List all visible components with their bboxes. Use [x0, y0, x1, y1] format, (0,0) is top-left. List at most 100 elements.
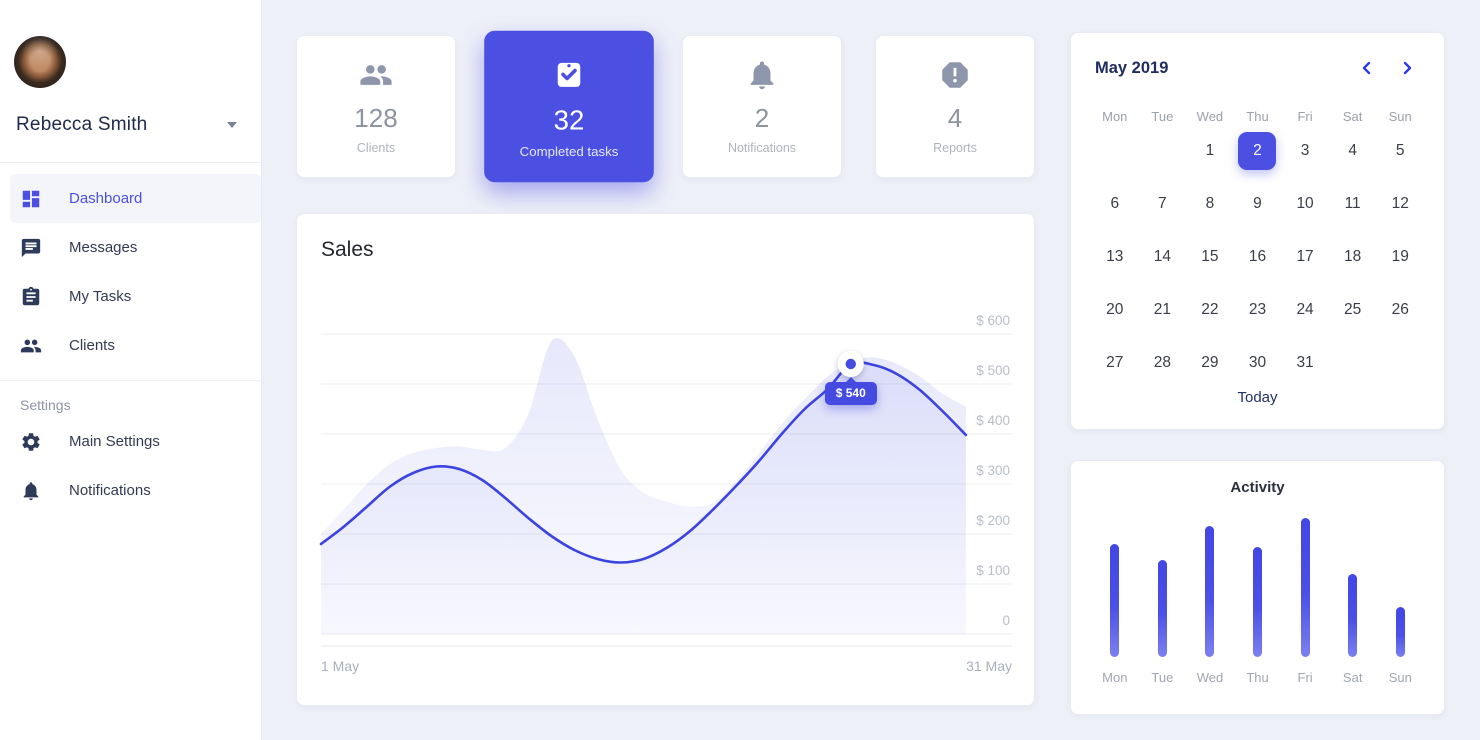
bell-icon [20, 480, 42, 502]
calendar-day[interactable]: 10 [1296, 194, 1314, 212]
calendar-next-button[interactable] [1394, 55, 1420, 81]
user-menu[interactable]: Rebecca Smith [0, 114, 261, 136]
stat-card-reports[interactable]: 4 Reports [875, 34, 1035, 178]
calendar-week-row: 13 14 15 16 17 18 19 [1091, 230, 1424, 283]
activity-bar [1300, 518, 1310, 657]
sidebar-settings-nav: Main Settings Notifications [0, 417, 261, 515]
activity-category-label: Wed [1196, 670, 1224, 685]
stat-label: Reports [933, 141, 977, 155]
calendar-week-row: 27 28 29 30 31 [1091, 336, 1424, 389]
calendar-day[interactable]: 1 [1205, 141, 1215, 159]
sidebar-item-dashboard[interactable]: Dashboard [10, 174, 261, 223]
activity-labels: Mon Tue Wed Thu Fri Sat Sun [1091, 670, 1424, 685]
line-series-fill [321, 362, 966, 634]
sidebar-item-messages[interactable]: Messages [0, 223, 261, 272]
calendar-day[interactable]: 14 [1153, 247, 1171, 265]
y-tick-label: $ 600 [976, 313, 1010, 328]
sidebar-item-label: My Tasks [69, 288, 132, 305]
calendar-nav [1354, 55, 1420, 81]
calendar-day[interactable]: 6 [1110, 194, 1120, 212]
activity-bar [1157, 560, 1167, 657]
calendar-day[interactable]: 4 [1348, 141, 1357, 159]
sidebar: Rebecca Smith Dashboard Messages [0, 0, 262, 740]
calendar-day[interactable]: 27 [1106, 353, 1124, 371]
activity-category-label: Mon [1102, 670, 1128, 685]
activity-bar [1395, 607, 1405, 657]
activity-bar [1348, 574, 1358, 657]
y-tick-label: 0 [1002, 613, 1010, 628]
sidebar-item-label: Notifications [69, 482, 151, 499]
stat-label: Completed tasks [519, 143, 619, 158]
bell-icon [745, 57, 779, 93]
calendar-day[interactable]: 30 [1248, 353, 1267, 371]
calendar-day[interactable]: 13 [1106, 247, 1124, 265]
calendar-prev-button[interactable] [1354, 55, 1380, 81]
calendar-day[interactable]: 21 [1153, 300, 1171, 318]
stat-value: 4 [947, 103, 963, 133]
stat-card-completed-tasks[interactable]: 32 Completed tasks [484, 30, 654, 182]
calendar-day-selected[interactable]: 2 [1234, 124, 1282, 177]
calendar-day[interactable]: 19 [1391, 247, 1409, 265]
sidebar-item-label: Dashboard [69, 190, 143, 207]
y-tick-label: $ 300 [976, 463, 1010, 478]
activity-bars [1091, 518, 1424, 657]
x-axis-labels: 1 May 31 May [321, 658, 1012, 674]
calendar-day[interactable]: 31 [1296, 353, 1314, 371]
stat-card-notifications[interactable]: 2 Notifications [682, 34, 842, 178]
calendar-day[interactable]: 17 [1296, 247, 1314, 265]
stats-row: 128 Clients 32 Completed tasks [296, 30, 1035, 182]
calendar-day[interactable]: 16 [1248, 247, 1267, 265]
calendar-day[interactable]: 9 [1253, 194, 1262, 212]
sales-card: Sales [296, 213, 1035, 706]
sidebar-item-notifications[interactable]: Notifications [0, 466, 261, 515]
sidebar-item-label: Messages [69, 239, 138, 256]
activity-category-label: Sun [1388, 670, 1412, 685]
avatar[interactable] [14, 36, 66, 88]
stat-card-clients[interactable]: 128 Clients [296, 34, 456, 178]
sidebar-item-main-settings[interactable]: Main Settings [0, 417, 261, 466]
x-end-label: 31 May [966, 658, 1012, 674]
calendar-day[interactable]: 18 [1344, 247, 1362, 265]
divider [0, 380, 261, 381]
calendar-day[interactable]: 15 [1201, 247, 1219, 265]
calendar-day[interactable]: 11 [1344, 194, 1361, 212]
calendar-day[interactable]: 25 [1344, 300, 1362, 318]
chevron-right-icon [1403, 61, 1412, 75]
y-axis-labels: $ 600 $ 500 $ 400 $ 300 $ 200 $ 100 0 [976, 313, 1010, 628]
people-icon [20, 335, 42, 357]
calendar-day-empty [1091, 124, 1139, 177]
calendar-day[interactable]: 23 [1248, 300, 1267, 318]
y-tick-label: $ 400 [976, 413, 1010, 428]
calendar-day[interactable]: 28 [1153, 353, 1171, 371]
calendar-day[interactable]: 8 [1205, 194, 1215, 212]
calendar-today-link[interactable]: Today [1237, 389, 1278, 406]
chevron-down-icon [227, 122, 237, 128]
calendar-day[interactable]: 5 [1395, 141, 1405, 159]
stat-label: Notifications [727, 141, 797, 155]
dashboard-icon [20, 188, 42, 210]
settings-section-header: Settings [20, 397, 71, 413]
calendar-day[interactable]: 3 [1300, 141, 1310, 159]
gear-icon [20, 431, 42, 453]
activity-bar [1110, 544, 1120, 657]
y-tick-label: $ 200 [976, 513, 1010, 528]
calendar-day[interactable]: 7 [1158, 194, 1167, 212]
weekday-label: Thu [1246, 109, 1269, 124]
activity-chart-title: Activity [1230, 479, 1285, 496]
calendar-day[interactable]: 26 [1391, 300, 1409, 318]
activity-bar [1205, 526, 1215, 657]
sidebar-item-clients[interactable]: Clients [0, 321, 261, 370]
calendar-day[interactable]: 24 [1296, 300, 1314, 318]
activity-card: Activity Mon Tue Wed Thu Fri Sat [1070, 460, 1445, 715]
sidebar-nav: Dashboard Messages My Tasks Clients [0, 174, 261, 370]
clipboard-check-icon [551, 54, 587, 92]
sales-chart-title: Sales [321, 238, 374, 261]
calendar-day[interactable]: 22 [1201, 300, 1219, 318]
activity-category-label: Tue [1151, 670, 1174, 685]
divider [0, 162, 261, 163]
sidebar-item-my-tasks[interactable]: My Tasks [0, 272, 261, 321]
calendar-day[interactable]: 29 [1201, 353, 1219, 371]
calendar-day[interactable]: 12 [1391, 194, 1409, 212]
calendar-day[interactable]: 20 [1106, 300, 1124, 318]
